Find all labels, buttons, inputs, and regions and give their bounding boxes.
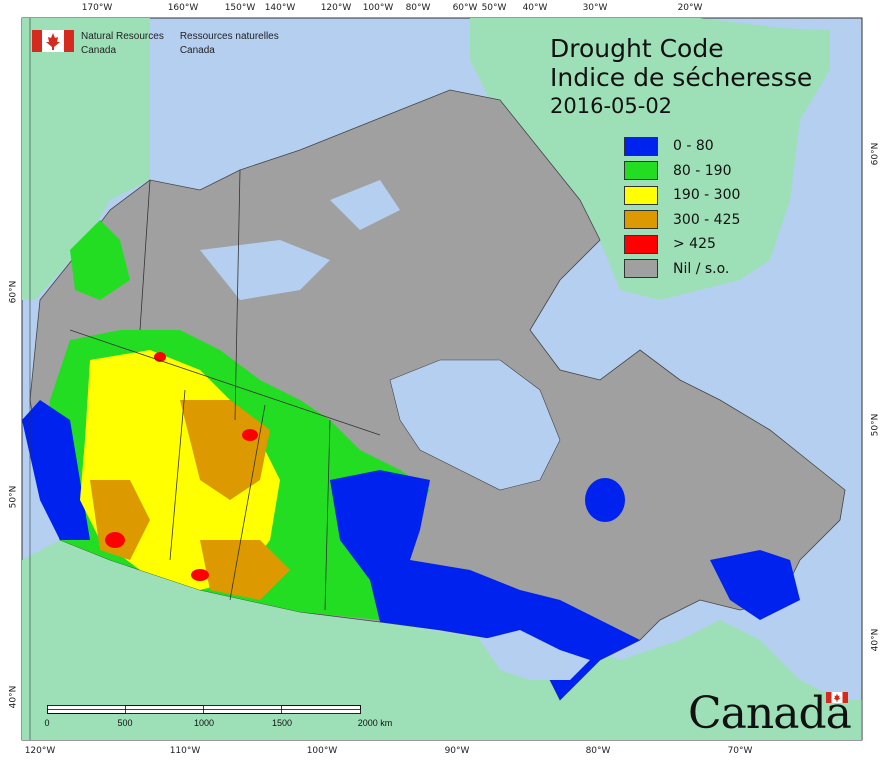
legend: 0 - 80 80 - 190 190 - 300 300 - 425 > 42… [624,134,740,281]
orange-region-3 [200,540,290,600]
legend-item: 80 - 190 [624,159,740,184]
legend-label: 0 - 80 [673,138,714,155]
scale-label: 0 [44,718,50,728]
right-tick: 40°N [870,628,880,652]
legend-item: > 425 [624,232,740,257]
agency-fr: Ressources naturelles Canada [180,30,279,58]
red-spot-3 [191,569,209,581]
left-tick: 60°N [8,280,19,304]
blue-bc-coast [22,400,90,540]
nrcan-logo: Natural Resources Canada Ressources natu… [32,30,295,58]
legend-swatch [624,210,658,230]
title-fr: Indice de sécheresse [550,63,813,92]
hudson-bay [389,359,561,491]
top-tick: 20°W [677,3,703,13]
provincial-borders [69,169,381,611]
top-tick: 100°W [362,3,394,13]
wordmark-flag-icon [826,692,848,703]
top-tick: 140°W [264,3,296,13]
scale-label: 1500 [271,718,293,728]
top-tick: 30°W [582,3,608,13]
scale-bar-graphic [47,705,361,714]
top-tick: 120°W [320,3,352,13]
top-tick: 170°W [81,3,113,13]
legend-label: 80 - 190 [673,162,732,179]
alaska-land [22,18,150,300]
legend-label: 300 - 425 [673,211,741,228]
orange-region [180,400,270,500]
legend-swatch [624,185,658,205]
top-tick: 40°W [522,3,548,13]
legend-item: 0 - 80 [624,134,740,159]
title-date: 2016-05-02 [550,94,673,118]
usa-land [22,540,862,740]
top-tick: 80°W [405,3,431,13]
legend-swatch [624,161,658,181]
top-tick: 160°W [167,3,199,13]
right-tick: 60°N [870,142,880,166]
legend-item: Nil / s.o. [624,257,740,282]
scale-label: 1000 [193,718,215,728]
scale-label: 2000 km [357,718,393,728]
blue-east [330,470,640,700]
legend-swatch [624,259,658,279]
canada-flag-icon [32,30,74,52]
legend-label: 190 - 300 [673,187,741,204]
legend-label: > 425 [673,236,716,253]
green-yukon [70,220,130,300]
graticule [29,18,863,740]
blue-maritimes [710,550,800,620]
arctic-channel [200,240,330,300]
legend-swatch [624,234,658,254]
agency-en-line1: Natural Resources [81,31,164,42]
blue-quebec-spot [585,478,625,522]
agency-en-line2: Canada [81,45,117,56]
greenland-land [470,18,830,300]
legend-item: 190 - 300 [624,183,740,208]
great-lakes [480,630,590,680]
agency-en: Natural Resources Canada [81,30,164,58]
scale-bar: 0 500 1000 1500 2000 km [44,704,392,728]
canada-wordmark: Canada [688,688,852,739]
right-tick: 50°N [870,413,880,437]
top-tick: 60°W [452,3,478,13]
legend-label: Nil / s.o. [673,260,730,277]
map-title: Drought Code Indice de sécheresse 2016-0… [550,34,812,118]
bottom-tick: 70°W [727,746,753,756]
left-tick: 50°N [8,485,19,509]
red-spot-1 [105,532,125,548]
bottom-tick: 120°W [24,746,56,756]
arctic-channel-2 [330,180,400,230]
agency-fr-line1: Ressources naturelles [179,31,279,42]
top-tick: 150°W [224,3,256,13]
bottom-tick: 100°W [306,746,338,756]
top-tick: 50°W [481,3,507,13]
left-tick: 40°N [8,685,19,709]
scale-label: 500 [117,718,133,728]
legend-item: 300 - 425 [624,208,740,233]
bottom-tick: 110°W [169,746,201,756]
bottom-tick: 80°W [585,746,611,756]
agency-fr-line2: Canada [179,45,215,56]
bottom-tick: 90°W [444,746,470,756]
title-en: Drought Code [550,34,724,63]
legend-swatch [624,136,658,156]
red-spot-2 [242,429,258,441]
